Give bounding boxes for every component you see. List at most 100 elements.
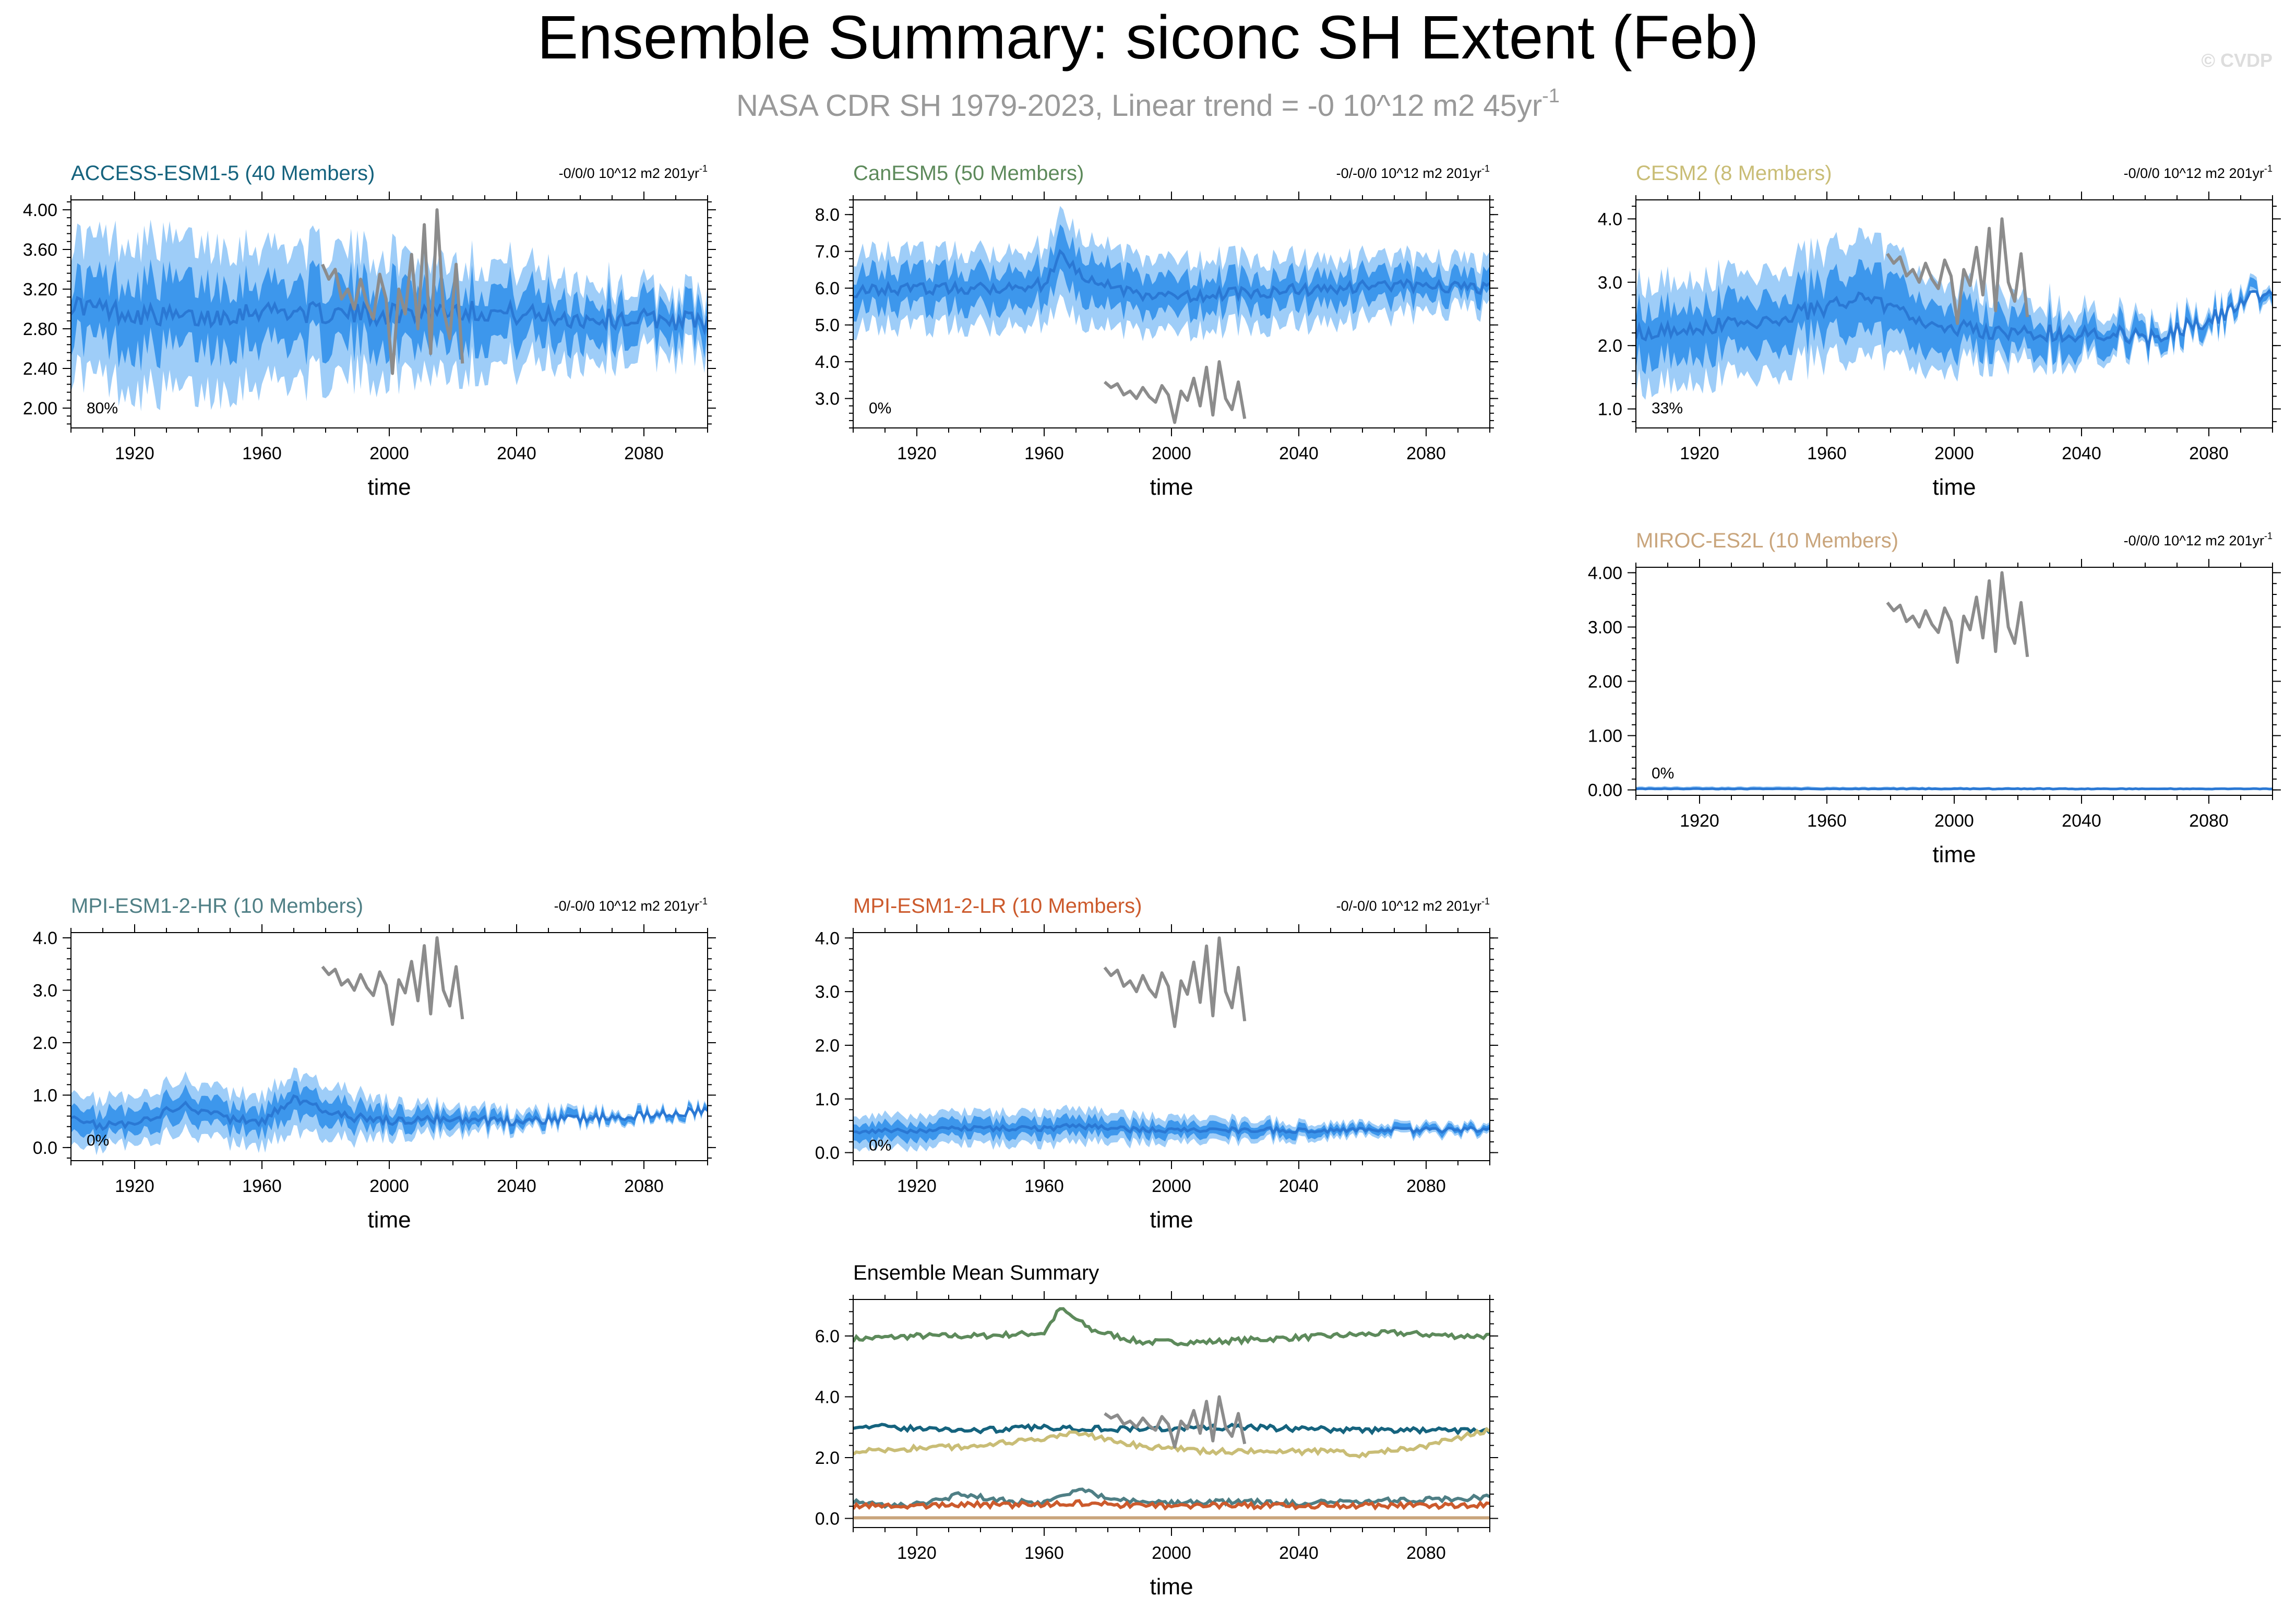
observations-line [1104, 1395, 1247, 1449]
y-tick-label: 4.0 [815, 928, 840, 948]
x-tick-label: 1920 [1680, 444, 1719, 463]
panel-cesm: 1920 1960 2000 2040 2080 1.0 2.0 3.0 4.0 time CESM… [1598, 162, 2281, 500]
y-tick-label: 4.0 [815, 1387, 840, 1407]
y-tick-label: 3.00 [1588, 617, 1622, 637]
observations-line [1103, 936, 1247, 1028]
x-axis-label: time [1932, 474, 1976, 500]
x-tick-label: 1920 [115, 444, 154, 463]
plot-area [1636, 571, 2273, 791]
x-tick-label: 1960 [1807, 444, 1847, 463]
plot-frame [1635, 567, 2273, 796]
y-tick-label: 7.0 [815, 242, 840, 262]
subtitle-text: NASA CDR SH 1979-2023, Linear trend = -0… [736, 89, 1542, 123]
plot-area [853, 936, 1490, 1152]
x-tick-label: 2040 [1279, 1176, 1319, 1196]
plot-area [71, 936, 708, 1155]
y-tick-label: 2.0 [815, 1036, 840, 1056]
panel-trend-label: -0/-0/0 10^12 m2 201yr-1 [1336, 896, 1490, 914]
panel-percent-label: 0% [869, 400, 891, 417]
x-tick-label: 1960 [1807, 811, 1847, 831]
y-tick-label: 6.0 [815, 1327, 840, 1346]
trend-superscript: -1 [699, 163, 708, 174]
panel-trend-label: -0/0/0 10^12 m2 201yr-1 [559, 163, 708, 181]
y-tick-label: 2.40 [23, 359, 57, 379]
x-tick-label: 2040 [1279, 444, 1319, 463]
figure-title: Ensemble Summary: siconc SH Extent (Feb) [537, 3, 1759, 72]
panel-title: MPI-ESM1-2-LR (10 Members) [853, 895, 1142, 917]
panel-percent-label: 80% [87, 400, 118, 417]
x-tick-label: 2000 [1934, 444, 1974, 463]
y-tick-label: 4.0 [1598, 209, 1622, 229]
panel-summary: 1920 1960 2000 2040 2080 0.0 2.0 4.0 6.0 time Ense… [815, 1261, 1498, 1600]
x-tick-label: 1920 [115, 1176, 154, 1196]
panel-trend-label: -0/-0/0 10^12 m2 201yr-1 [1336, 163, 1490, 181]
plot-area [853, 1307, 1490, 1520]
figure-subtitle: NASA CDR SH 1979-2023, Linear trend = -0… [736, 85, 1560, 123]
trend-superscript: -1 [2264, 163, 2273, 174]
y-tick-label: 3.0 [1598, 273, 1622, 293]
panel-trend-label: -0/0/0 10^12 m2 201yr-1 [2124, 531, 2273, 548]
y-tick-label: 6.0 [815, 279, 840, 299]
x-tick-label: 2040 [2062, 811, 2101, 831]
x-tick-label: 2040 [497, 444, 536, 463]
y-tick-label: 0.00 [1588, 781, 1622, 801]
x-tick-label: 2000 [369, 1176, 409, 1196]
panel-title: ACCESS-ESM1-5 (40 Members) [71, 162, 375, 185]
panel-mpilr: 1920 1960 2000 2040 2080 0.0 1.0 2.0 3.0 4.0 time M… [815, 895, 1498, 1233]
ensemble-mean-line [1636, 289, 2273, 352]
panel-percent-label: 33% [1652, 400, 1683, 417]
ensemble-mean-line [71, 1094, 708, 1131]
trend-superscript: -1 [1481, 896, 1490, 907]
x-tick-label: 2080 [2189, 811, 2229, 831]
plot-area [71, 208, 708, 412]
panel-title: MPI-ESM1-2-HR (10 Members) [71, 895, 363, 917]
trend-text: -0/0/0 10^12 m2 201yr [2124, 165, 2264, 181]
ensemble-inner-band [853, 224, 1490, 324]
x-tick-label: 2000 [1934, 811, 1974, 831]
x-tick-label: 2040 [497, 1176, 536, 1196]
x-tick-label: 2040 [2062, 444, 2101, 463]
x-axis-label: time [367, 1207, 411, 1233]
plot-frame [853, 1299, 1490, 1528]
x-axis-label: time [1150, 1574, 1193, 1600]
panel-title: CESM2 (8 Members) [1636, 162, 1832, 185]
trend-text: -0/-0/0 10^12 m2 201yr [554, 898, 699, 914]
x-tick-label: 1920 [897, 1543, 937, 1563]
panel-percent-label: 0% [1652, 765, 1674, 782]
summary-series-line [853, 1487, 1490, 1510]
summary-series-line [853, 1499, 1490, 1511]
observations-line [321, 936, 464, 1026]
x-tick-label: 1960 [242, 1176, 282, 1196]
y-tick-label: 1.0 [33, 1086, 57, 1105]
x-tick-label: 2040 [1279, 1543, 1319, 1563]
summary-series-line [853, 1427, 1490, 1459]
y-tick-label: 1.0 [1598, 400, 1622, 420]
y-tick-label: 0.0 [33, 1138, 57, 1158]
trend-text: -0/0/0 10^12 m2 201yr [2124, 533, 2264, 548]
panel-percent-label: 0% [869, 1137, 891, 1154]
panels: 1920 1960 2000 2040 2080 2.00 2.40 2.80 3.20 3.60… [23, 162, 2281, 1600]
x-tick-label: 2000 [1152, 1543, 1191, 1563]
x-axis-label: time [1150, 474, 1193, 500]
ensemble-outer-band [1636, 227, 2273, 400]
panel-title: MIROC-ES2L (10 Members) [1636, 529, 1898, 552]
y-tick-label: 2.80 [23, 319, 57, 339]
x-tick-label: 1960 [1024, 1176, 1064, 1196]
y-tick-label: 5.0 [815, 316, 840, 336]
panel-percent-label: 0% [87, 1132, 109, 1149]
panel-title: Ensemble Mean Summary [853, 1261, 1099, 1284]
y-tick-label: 3.20 [23, 280, 57, 300]
y-tick-label: 4.0 [815, 352, 840, 372]
y-tick-label: 8.0 [815, 205, 840, 225]
y-tick-label: 2.00 [1588, 672, 1622, 692]
panel-trend-label: -0/-0/0 10^12 m2 201yr-1 [554, 896, 708, 914]
x-tick-label: 1960 [242, 444, 282, 463]
observations-line [1886, 217, 2029, 325]
y-tick-label: 3.0 [33, 981, 57, 1001]
panel-mpihr: 1920 1960 2000 2040 2080 0.0 1.0 2.0 3.0 4.0 time M… [33, 895, 716, 1233]
x-axis-label: time [1150, 1207, 1193, 1233]
x-tick-label: 2080 [2189, 444, 2229, 463]
panel-miroc: 1920 1960 2000 2040 2080 0.00 1.00 2.00 3.00 4.00… [1588, 529, 2281, 867]
observations-line [321, 208, 464, 375]
y-tick-label: 2.0 [33, 1033, 57, 1053]
